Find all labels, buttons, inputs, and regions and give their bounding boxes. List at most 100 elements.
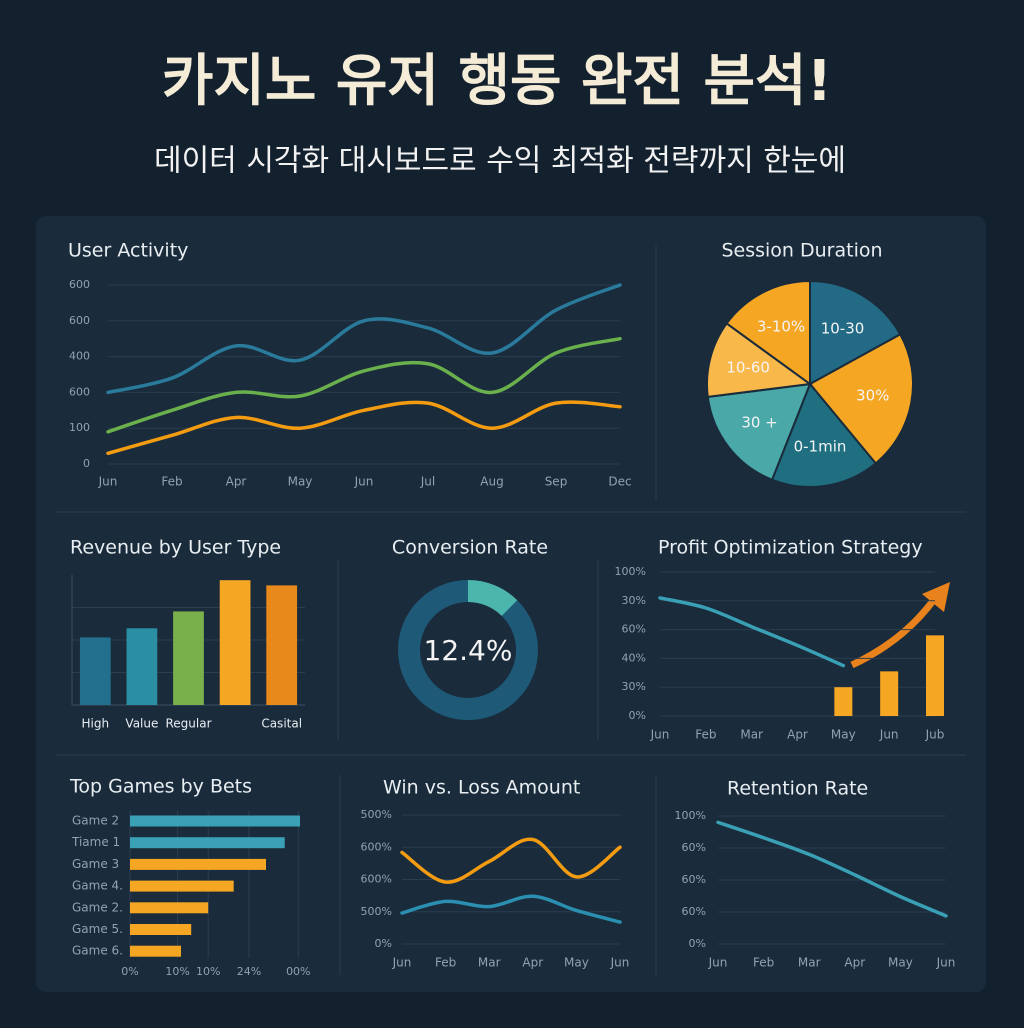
pie-slice [809, 279, 902, 386]
y-tick-label: Game 6. [72, 944, 123, 958]
pie-slice [706, 322, 813, 399]
y-tick-label: 100 [69, 421, 90, 434]
y-tick-label: 600% [361, 840, 392, 853]
y-tick-label: 60% [682, 905, 706, 918]
y-tick-label: Game 5. [72, 922, 123, 936]
bar [126, 628, 158, 705]
x-tick-label: Feb [435, 956, 456, 970]
pie-slice [808, 333, 914, 465]
x-tick-label: High [82, 717, 110, 731]
bar [130, 902, 209, 914]
x-tick-label: Jun [98, 475, 118, 489]
x-tick-label: Mar [478, 956, 501, 970]
arrow-shaft [850, 595, 938, 669]
line [106, 283, 622, 395]
y-tick-label: 0 [83, 457, 90, 470]
y-tick-label: 60% [622, 623, 646, 636]
pie-slice [770, 382, 878, 488]
x-tick-label: May [288, 475, 313, 489]
x-tick-label: Jun [610, 956, 630, 970]
slice-label: 30 + [741, 414, 777, 432]
x-tick-label: May [888, 956, 913, 970]
y-tick-label: 600 [69, 278, 90, 291]
x-tick-label: Mar [798, 956, 821, 970]
y-tick-label: 60% [682, 841, 706, 854]
y-tick-label: Game 4. [72, 879, 123, 893]
slice-label: 10-30 [821, 320, 865, 338]
chart-title: Retention Rate [727, 778, 868, 800]
x-tick-label: Jul [420, 475, 435, 489]
line [106, 336, 622, 434]
y-tick-label: 600 [69, 385, 90, 398]
slice-label: 30% [856, 386, 889, 404]
line [658, 596, 846, 668]
donut-arc [398, 580, 538, 720]
donut-value: 12.4% [424, 634, 513, 667]
slice-label: 3-10% [757, 318, 805, 336]
y-tick-label: Tiame 1 [71, 835, 120, 849]
y-tick-label: 500% [361, 808, 392, 821]
y-tick-label: 100% [675, 809, 706, 822]
x-tick-label: Jun [879, 728, 899, 742]
y-tick-label: 0% [375, 937, 392, 950]
bar [130, 880, 234, 892]
x-tick-label: Aug [480, 475, 503, 489]
bar [173, 611, 204, 705]
arrow-head [922, 582, 950, 612]
x-tick-label: May [564, 956, 589, 970]
x-tick-label: May [831, 728, 856, 742]
x-tick-label: 10% [196, 965, 220, 978]
x-tick-label: 10% [165, 965, 189, 978]
bar [266, 585, 298, 705]
x-tick-label: Feb [753, 956, 774, 970]
x-tick-label: Jub [925, 728, 945, 742]
y-tick-label: 100% [615, 565, 646, 578]
x-tick-label: 00% [286, 965, 310, 978]
y-tick-label: 30% [622, 680, 646, 693]
x-tick-label: Jun [392, 956, 412, 970]
y-tick-label: 0% [629, 709, 646, 722]
x-tick-label: Mar [740, 728, 763, 742]
chart-title: Conversion Rate [392, 537, 548, 559]
line [716, 820, 948, 918]
bar [130, 815, 300, 827]
x-tick-label: Value [125, 717, 158, 731]
x-tick-label: Jun [708, 956, 728, 970]
pie-slice [725, 279, 811, 386]
x-tick-label: Regular [165, 717, 211, 731]
bar [926, 635, 944, 716]
x-tick-label: Apr [787, 728, 808, 742]
bar [219, 580, 251, 705]
x-tick-label: Apr [226, 475, 247, 489]
pie-slice [706, 382, 812, 482]
chart-title: Revenue by User Type [70, 537, 281, 559]
y-tick-label: 30% [622, 594, 646, 607]
x-tick-label: Casital [261, 717, 302, 731]
y-tick-label: 0% [689, 937, 706, 950]
chart-title: User Activity [68, 240, 188, 262]
slice-label: 10-60 [726, 359, 770, 377]
bar [130, 924, 192, 935]
line [400, 837, 622, 884]
x-tick-label: Jun [936, 956, 956, 970]
x-tick-label: Jun [354, 475, 374, 489]
chart-title: Win vs. Loss Amount [383, 777, 580, 799]
x-tick-label: Feb [695, 728, 716, 742]
slice-label: 0-1min [794, 438, 847, 456]
y-tick-label: 60% [682, 873, 706, 886]
chart-title: Session Duration [721, 240, 882, 262]
x-tick-label: Jun [650, 728, 670, 742]
bar [130, 945, 181, 957]
trend-arrow [850, 582, 950, 669]
bar [880, 671, 899, 716]
y-tick-label: Game 2 [72, 814, 119, 828]
page-subtitle: 데이터 시각화 대시보드로 수익 최적화 전략까지 한눈에 [154, 144, 846, 179]
y-tick-label: 500% [361, 905, 392, 918]
y-tick-label: Game 2. [72, 900, 123, 914]
page-title: 카지노 유저 행동 완전 분석! [162, 49, 832, 114]
line [400, 894, 622, 924]
x-tick-label: Apr [844, 956, 865, 970]
x-tick-label: Feb [161, 475, 182, 489]
chart-title: Profit Optimization Strategy [658, 537, 923, 559]
